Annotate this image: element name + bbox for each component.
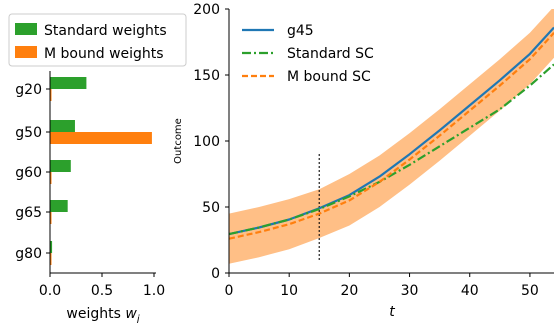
y-tick-label: 50	[202, 200, 220, 216]
legend-swatch-1	[15, 46, 37, 58]
outcome-line-chart: 0 50 100 150 200 0 10 20 30 40 50	[193, 2, 554, 299]
y-tick-label: 0	[211, 266, 220, 282]
x-tick-label: 20	[340, 283, 358, 299]
y-tick-label-g20: g20	[15, 82, 42, 98]
x-tick-label: 30	[401, 283, 419, 299]
y-tick-label-g50: g50	[15, 125, 42, 141]
plot-area	[229, 9, 554, 264]
legend-label-1: Standard SC	[287, 46, 374, 62]
y-tick-label: 150	[193, 68, 220, 84]
y-tick-label: 100	[193, 134, 220, 150]
legend-label-0: Standard weights	[44, 23, 167, 39]
legend-label-1: M bound weights	[44, 46, 164, 62]
legend-swatch-0	[15, 23, 37, 35]
bar-m-bound-weights-g50	[50, 132, 152, 144]
y-tick-label-g60: g60	[15, 165, 42, 181]
x-tick-label: 0.5	[91, 283, 113, 299]
legend-label-0: g45	[287, 23, 314, 39]
x-tick-label: 10	[280, 283, 298, 299]
legend-label-2: M bound SC	[287, 69, 371, 85]
x-tick-label: 0	[225, 283, 234, 299]
bar-standard-weights-g80	[50, 241, 53, 253]
outcome-x-axis-label: t	[389, 304, 395, 320]
x-tick-label: 0.0	[39, 283, 61, 299]
x-tick-label: 1.0	[143, 283, 165, 299]
y-tick-label-g80: g80	[15, 246, 42, 262]
bar-m-bound-weights-g20	[50, 89, 52, 101]
weights-bar-chart: g20 g50 g60 g65 g80 0.0 0.5 1.0	[15, 71, 165, 299]
series-line-m-bound-sc	[229, 32, 554, 240]
series-line-standard-sc	[229, 63, 554, 236]
y-tick-label-g65: g65	[15, 205, 42, 221]
bar-standard-weights-g60	[50, 160, 71, 172]
y-tick-label: 200	[193, 2, 220, 18]
bar-m-bound-weights-g65	[50, 212, 52, 224]
bar-m-bound-weights-g60	[50, 172, 52, 184]
x-tick-label: 50	[521, 283, 539, 299]
bar-standard-weights-g20	[50, 77, 87, 89]
bar-standard-weights-g65	[50, 200, 68, 212]
weights-legend: Standard weights M bound weights	[8, 13, 187, 67]
bar-standard-weights-g50	[50, 120, 75, 132]
weights-x-axis-label: weights wj	[66, 306, 139, 323]
uncertainty-band	[229, 9, 554, 264]
x-tick-label: 40	[461, 283, 479, 299]
bar-m-bound-weights-g80	[50, 253, 52, 265]
legend-frame	[8, 13, 187, 67]
outcome-legend: g45 Standard SC M bound SC	[242, 23, 374, 85]
outcome-y-axis-label: Outcome	[173, 118, 184, 164]
